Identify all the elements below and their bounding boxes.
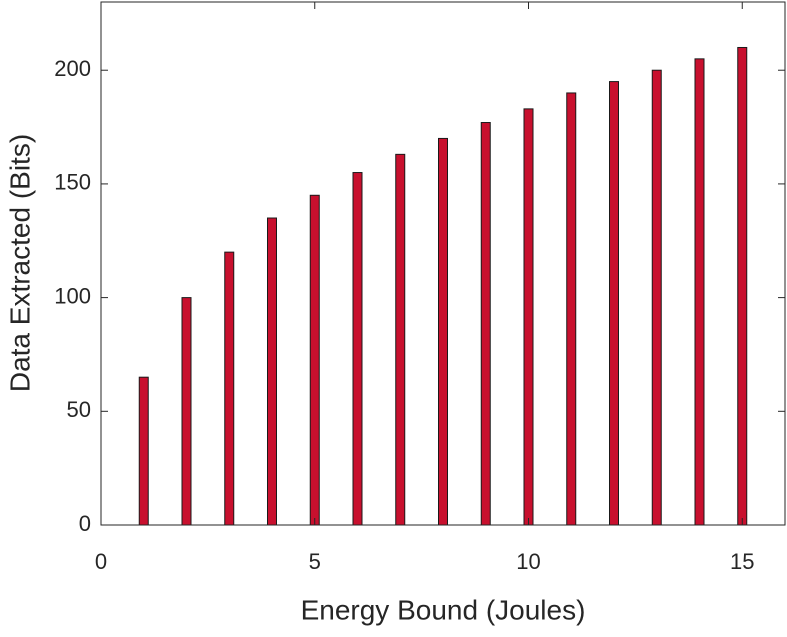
y-tick-label: 50 bbox=[67, 397, 91, 422]
bar bbox=[438, 137, 448, 526]
y-tick-label: 200 bbox=[54, 56, 91, 81]
y-tick-label: 150 bbox=[54, 170, 91, 195]
axes-box bbox=[100, 1, 786, 526]
y-axis-label: Data Extracted (Bits) bbox=[4, 134, 35, 392]
bar bbox=[224, 251, 235, 526]
x-tick-label: 15 bbox=[730, 549, 754, 574]
bar bbox=[395, 153, 406, 526]
bar bbox=[480, 122, 491, 526]
bar bbox=[309, 194, 320, 526]
x-axis-label: Energy Bound (Joules) bbox=[301, 594, 586, 625]
bar bbox=[352, 172, 363, 526]
bar bbox=[651, 69, 662, 526]
x-tick-label: 10 bbox=[516, 549, 540, 574]
bar bbox=[138, 376, 149, 526]
bar bbox=[267, 217, 277, 526]
bar bbox=[694, 58, 705, 526]
y-tick-label: 100 bbox=[54, 283, 91, 308]
bar bbox=[523, 108, 534, 526]
x-tick-label: 5 bbox=[309, 549, 321, 574]
bar bbox=[566, 92, 577, 526]
x-tick-label: 0 bbox=[95, 549, 107, 574]
y-tick-label: 0 bbox=[79, 511, 91, 536]
bar bbox=[737, 46, 748, 526]
bar bbox=[181, 297, 192, 526]
bar bbox=[609, 81, 619, 526]
